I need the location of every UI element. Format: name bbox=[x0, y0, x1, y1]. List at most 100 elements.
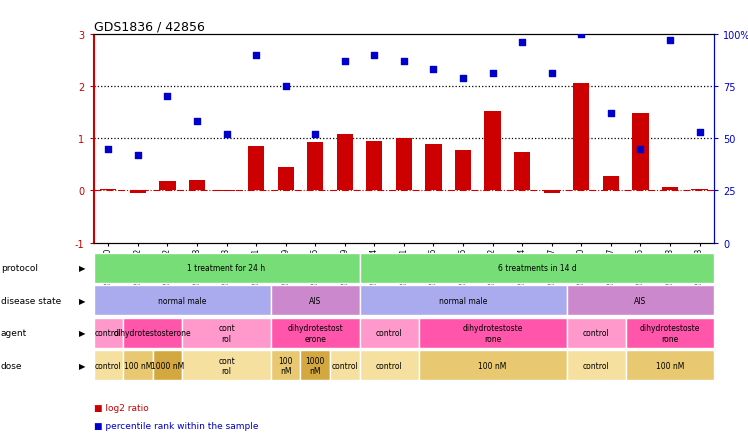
Text: 100 nM: 100 nM bbox=[123, 361, 152, 370]
Text: dose: dose bbox=[1, 361, 22, 370]
Bar bbox=[360, 351, 419, 381]
Text: 1000 nM: 1000 nM bbox=[151, 361, 184, 370]
Text: AIS: AIS bbox=[634, 296, 646, 305]
Text: control: control bbox=[331, 361, 358, 370]
Text: control: control bbox=[583, 361, 610, 370]
Bar bbox=[330, 351, 360, 381]
Bar bbox=[188, 181, 205, 191]
Point bbox=[634, 146, 646, 153]
Text: control: control bbox=[375, 361, 402, 370]
Text: cont
rol: cont rol bbox=[218, 356, 235, 375]
Bar bbox=[271, 286, 360, 316]
Point bbox=[605, 110, 617, 117]
Bar bbox=[455, 150, 471, 191]
Text: 6 treatments in 14 d: 6 treatments in 14 d bbox=[497, 263, 576, 273]
Bar bbox=[603, 177, 619, 191]
Bar bbox=[248, 147, 264, 191]
Point bbox=[339, 58, 351, 65]
Bar bbox=[426, 145, 441, 191]
Bar bbox=[419, 351, 566, 381]
Text: 100 nM: 100 nM bbox=[479, 361, 507, 370]
Point bbox=[693, 129, 705, 136]
Bar bbox=[271, 318, 360, 348]
Text: ■ log2 ratio: ■ log2 ratio bbox=[94, 404, 148, 412]
Point bbox=[516, 39, 528, 46]
Text: disease state: disease state bbox=[1, 296, 61, 305]
Bar bbox=[396, 139, 412, 191]
Point bbox=[575, 31, 587, 38]
Bar bbox=[183, 351, 271, 381]
Bar bbox=[337, 135, 353, 191]
Point bbox=[250, 52, 262, 59]
Text: control: control bbox=[95, 329, 122, 338]
Text: ▶: ▶ bbox=[79, 329, 85, 338]
Bar bbox=[129, 191, 146, 194]
Text: AIS: AIS bbox=[309, 296, 322, 305]
Bar bbox=[573, 84, 589, 191]
Point bbox=[132, 152, 144, 159]
Text: ■ percentile rank within the sample: ■ percentile rank within the sample bbox=[94, 421, 258, 430]
Point bbox=[280, 83, 292, 90]
Bar bbox=[566, 286, 714, 316]
Point bbox=[457, 75, 469, 82]
Text: dihydrotestosterone: dihydrotestosterone bbox=[114, 329, 191, 338]
Bar bbox=[360, 253, 714, 283]
Text: cont
rol: cont rol bbox=[218, 323, 235, 343]
Text: dihydrotestoste
rone: dihydrotestoste rone bbox=[462, 323, 523, 343]
Bar bbox=[544, 191, 560, 194]
Text: 1000
nM: 1000 nM bbox=[305, 356, 325, 375]
Text: dihydrotestoste
rone: dihydrotestoste rone bbox=[640, 323, 700, 343]
Bar bbox=[360, 286, 566, 316]
Bar bbox=[218, 191, 235, 192]
Point bbox=[309, 131, 321, 138]
Bar bbox=[514, 153, 530, 191]
Text: agent: agent bbox=[1, 329, 27, 338]
Bar bbox=[632, 114, 649, 191]
Bar bbox=[94, 351, 123, 381]
Bar bbox=[566, 351, 625, 381]
Bar bbox=[94, 253, 360, 283]
Bar bbox=[691, 190, 708, 191]
Bar bbox=[153, 351, 183, 381]
Bar bbox=[123, 318, 183, 348]
Text: control: control bbox=[95, 361, 122, 370]
Point bbox=[487, 71, 499, 78]
Text: 100
nM: 100 nM bbox=[278, 356, 293, 375]
Point bbox=[428, 67, 440, 74]
Bar bbox=[662, 187, 678, 191]
Point bbox=[221, 131, 233, 138]
Text: control: control bbox=[375, 329, 402, 338]
Text: normal male: normal male bbox=[439, 296, 487, 305]
Point bbox=[368, 52, 380, 59]
Bar bbox=[100, 190, 117, 191]
Text: 100 nM: 100 nM bbox=[656, 361, 684, 370]
Point bbox=[664, 37, 676, 44]
Text: ▶: ▶ bbox=[79, 296, 85, 305]
Bar bbox=[625, 351, 714, 381]
Bar bbox=[419, 318, 566, 348]
Point bbox=[546, 71, 558, 78]
Point bbox=[398, 58, 410, 65]
Text: protocol: protocol bbox=[1, 263, 37, 273]
Text: 1 treatment for 24 h: 1 treatment for 24 h bbox=[188, 263, 266, 273]
Bar bbox=[301, 351, 330, 381]
Bar bbox=[307, 143, 323, 191]
Point bbox=[102, 146, 114, 153]
Bar bbox=[360, 318, 419, 348]
Text: dihydrotestost
erone: dihydrotestost erone bbox=[287, 323, 343, 343]
Text: ▶: ▶ bbox=[79, 263, 85, 273]
Bar bbox=[625, 318, 714, 348]
Text: normal male: normal male bbox=[158, 296, 206, 305]
Point bbox=[162, 94, 174, 101]
Bar bbox=[94, 286, 271, 316]
Bar bbox=[94, 318, 123, 348]
Bar bbox=[123, 351, 153, 381]
Point bbox=[191, 119, 203, 126]
Bar bbox=[278, 168, 294, 191]
Bar bbox=[271, 351, 301, 381]
Bar bbox=[485, 112, 500, 191]
Bar bbox=[367, 141, 382, 191]
Bar bbox=[566, 318, 625, 348]
Text: GDS1836 / 42856: GDS1836 / 42856 bbox=[94, 20, 204, 33]
Bar bbox=[159, 181, 176, 191]
